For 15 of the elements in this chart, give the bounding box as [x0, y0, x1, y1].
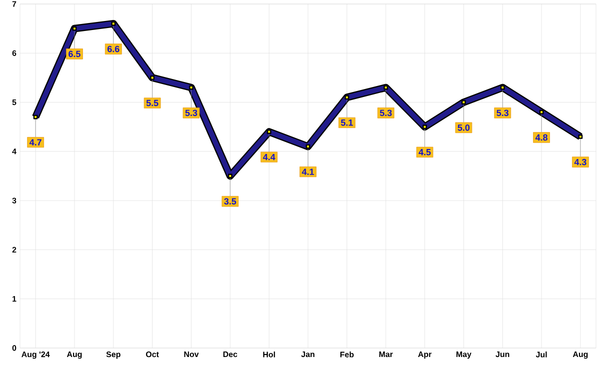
data-label: 5.0	[458, 124, 470, 131]
data-label: 4.1	[302, 168, 314, 175]
data-label: 5.1	[340, 120, 353, 126]
data-label: 4.4	[262, 154, 276, 160]
data-label: 5.3	[380, 110, 392, 116]
data-label: 6.6	[108, 46, 120, 52]
data-label: 4.3	[574, 158, 586, 166]
data-label: 5.3	[496, 110, 508, 116]
data-label: 5.3	[185, 110, 198, 116]
data-label: 6.5	[68, 50, 80, 58]
data-label: 4.7	[29, 139, 42, 146]
data-label: 3.5	[224, 198, 236, 205]
data-label: 4.8	[535, 134, 548, 141]
data-label: 5.5	[146, 100, 158, 106]
data-label: 4.5	[418, 149, 431, 156]
